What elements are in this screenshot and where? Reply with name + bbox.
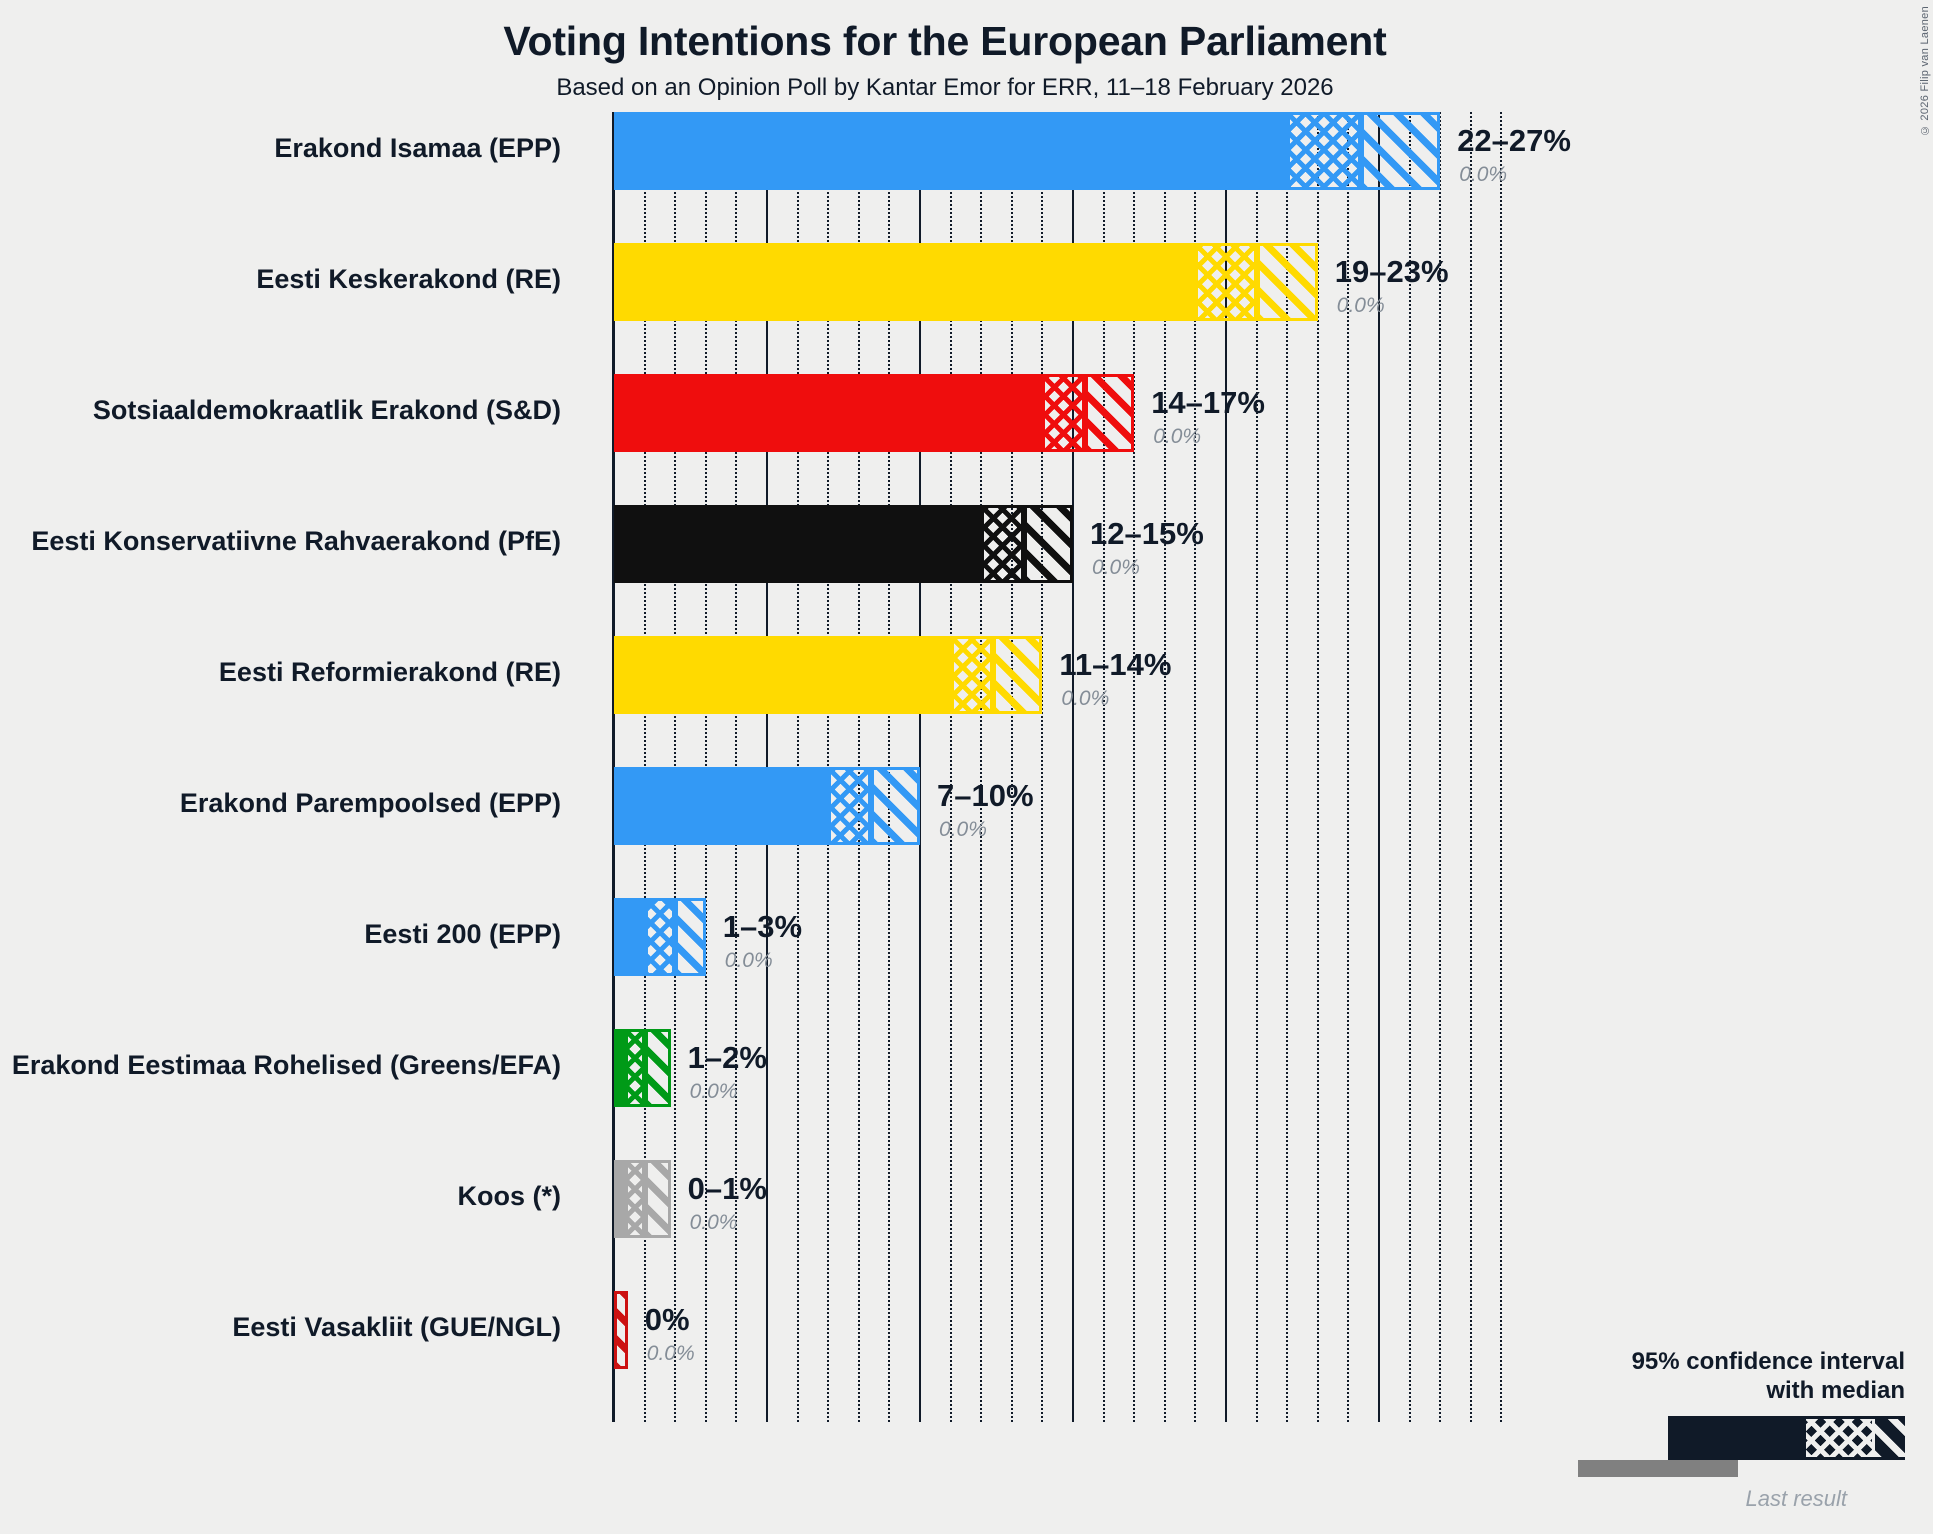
page-title: Voting Intentions for the European Parli… xyxy=(503,18,1387,64)
bar-segment-median-hatch xyxy=(624,1029,645,1107)
legend-title-line2: with median xyxy=(1766,1377,1905,1405)
bar-value-label: 1–2% xyxy=(687,1040,767,1075)
legend-upper-hatch xyxy=(1872,1419,1905,1457)
bar-segment-solid xyxy=(614,1029,625,1107)
bar-value-label: 7–10% xyxy=(937,778,1034,813)
bar-value-label: 12–15% xyxy=(1090,516,1204,551)
bar-segment-median-hatch xyxy=(624,1160,645,1238)
bar-row: Eesti Reformierakond (RE) 11–14% 0.0% xyxy=(219,636,1894,714)
chart-subtitle: Based on an Opinion Poll by Kantar Emor … xyxy=(556,74,1334,101)
bar-segment-upper-hatch xyxy=(644,1160,671,1238)
legend-sample-bar xyxy=(1575,1416,1905,1477)
bar-segment-upper-hatch xyxy=(1024,505,1073,583)
bar-segment-upper-hatch xyxy=(993,636,1043,714)
bar-row: Erakond Isamaa (EPP) 22–27% 0.0% xyxy=(274,112,1894,190)
bar-segment-upper-hatch xyxy=(614,1291,628,1369)
bar-segment-solid xyxy=(614,374,1043,452)
bar-last-result-label: 0.0% xyxy=(689,1211,738,1234)
bar-row: Eesti Keskerakond (RE) 19–23% 0.0% xyxy=(256,243,1894,321)
bar-label-8: Koos (*) xyxy=(457,1181,562,1211)
bar-last-result-label: 0.0% xyxy=(1459,163,1508,186)
bar-segment-solid xyxy=(614,505,982,583)
plot-area: Erakond Isamaa (EPP) 22–27% 0.0% Eesti Kesk… xyxy=(12,112,1894,1422)
bar-segment-solid xyxy=(614,898,645,976)
bar-value-label: 22–27% xyxy=(1457,123,1571,158)
bar-row: Erakond Eestimaa Rohelised (Greens/EFA) 1… xyxy=(12,1029,1894,1107)
legend-ci-bar xyxy=(1668,1416,1905,1460)
bar-segment-upper-hatch xyxy=(675,898,706,976)
bar-row: Sotsiaaldemokraatlik Erakond (S&D) 14–17%… xyxy=(93,374,1894,452)
y-axis-line xyxy=(612,112,615,1422)
bar-value-label: 1–3% xyxy=(722,909,803,944)
bar-segment-solid xyxy=(614,767,829,845)
bar-segment-upper-hatch xyxy=(1085,374,1135,452)
bar-value-label: 0–1% xyxy=(687,1171,767,1206)
bar-row: Koos (*) 0–1% 0.0% xyxy=(458,1160,1894,1238)
bar-segment-median-hatch xyxy=(644,898,676,976)
bar-segment-solid xyxy=(614,1160,625,1238)
bar-last-result-label: 0.0% xyxy=(939,818,987,841)
bar-last-result-label: 0.0% xyxy=(689,1080,738,1103)
bar-segment-upper-hatch xyxy=(871,767,920,845)
bar-label-4: Eesti Reformierakond (RE) xyxy=(218,657,561,687)
bar-last-result-label: 0.0% xyxy=(1092,556,1140,579)
bar-value-label: 11–14% xyxy=(1059,647,1172,682)
bar-last-result-label: 0.0% xyxy=(1153,425,1202,448)
bar-segment-upper-hatch xyxy=(1256,243,1318,321)
bar-label-0: Erakond Isamaa (EPP) xyxy=(274,133,561,163)
copyright-notice: © 2026 Filip van Laenen xyxy=(1919,6,1931,137)
bar-label-6: Eesti 200 (EPP) xyxy=(364,919,561,949)
bar-row: Erakond Parempoolsed (EPP) 7–10% 0.0% xyxy=(180,767,1894,845)
bar-value-label: 14–17% xyxy=(1151,385,1265,420)
bar-segment-upper-hatch xyxy=(644,1029,671,1107)
bar-label-7: Erakond Eestimaa Rohelised (Greens/EFA) xyxy=(11,1050,561,1080)
bar-last-result-label: 0.0% xyxy=(1061,687,1110,710)
bar-label-9: Eesti Vasakliit (GUE/NGL) xyxy=(232,1312,561,1342)
bar-segment-median-hatch xyxy=(1042,374,1086,452)
bar-label-5: Erakond Parempoolsed (EPP) xyxy=(179,788,561,818)
bar-label-1: Eesti Keskerakond (RE) xyxy=(256,264,561,294)
bar-label-3: Eesti Konservatiivne Rahvaerakond (PfE) xyxy=(31,526,561,556)
legend-last-result-bar xyxy=(1578,1460,1738,1477)
bar-row: Eesti Konservatiivne Rahvaerakond (PfE) 1… xyxy=(31,505,1894,583)
bar-segment-median-hatch xyxy=(981,505,1025,583)
legend-median-hatch xyxy=(1806,1419,1872,1457)
bar-label-2: Sotsiaaldemokraatlik Erakond (S&D) xyxy=(92,395,561,425)
bar-segment-median-hatch xyxy=(828,767,872,845)
bar-segment-solid xyxy=(614,636,951,714)
bar-value-label: 0% xyxy=(644,1302,690,1337)
bar-segment-median-hatch xyxy=(1195,243,1257,321)
bar-segment-solid xyxy=(614,243,1196,321)
bar-last-result-label: 0.0% xyxy=(1336,294,1385,317)
legend-last-result-label: Last result xyxy=(1745,1486,1848,1511)
bar-segment-median-hatch xyxy=(950,636,994,714)
legend-title-line1: 95% confidence interval xyxy=(1631,1348,1905,1376)
bar-segment-solid xyxy=(614,112,1288,190)
bar-row: Eesti Vasakliit (GUE/NGL) 0% 0.0% xyxy=(232,1291,1894,1369)
bar-row: Eesti 200 (EPP) 1–3% 0.0% xyxy=(364,898,1894,976)
bar-segment-upper-hatch xyxy=(1360,112,1441,190)
bar-value-label: 19–23% xyxy=(1334,254,1449,289)
bar-segment-median-hatch xyxy=(1287,112,1361,190)
legend: 95% confidence interval with median Last… xyxy=(1575,1348,1905,1512)
bar-last-result-label: 0.0% xyxy=(724,949,773,972)
bar-last-result-label: 0.0% xyxy=(646,1342,695,1365)
